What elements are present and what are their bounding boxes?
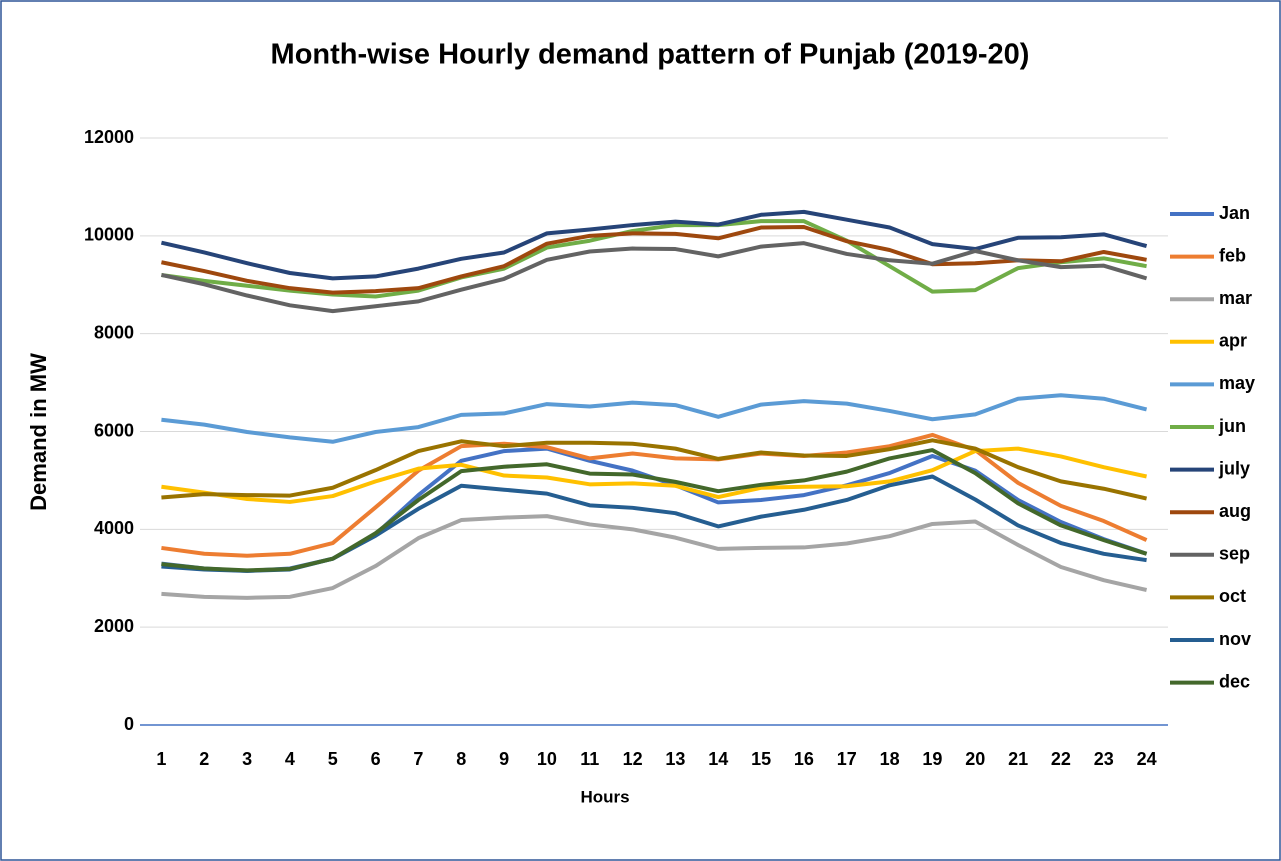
legend-label: aug	[1219, 501, 1251, 521]
x-tick-label: 24	[1137, 749, 1157, 769]
x-axis-title: Hours	[580, 787, 629, 806]
series-line	[161, 438, 1148, 501]
legend-label: feb	[1219, 245, 1246, 265]
x-tick-label: 12	[623, 749, 643, 769]
legend-label: oct	[1219, 586, 1246, 606]
y-tick-label: 0	[124, 714, 134, 734]
series-line	[160, 241, 1148, 314]
x-tick-label: 23	[1094, 749, 1114, 769]
x-tick-label: 1	[156, 749, 166, 769]
chart-title: Month-wise Hourly demand pattern of Punj…	[271, 39, 1030, 71]
series-line	[161, 514, 1148, 600]
y-tick-label: 4000	[94, 518, 134, 538]
x-tick-label: 9	[499, 749, 509, 769]
x-tick-label: 19	[922, 749, 942, 769]
legend-label: Jan	[1219, 203, 1250, 223]
legend-label: dec	[1219, 671, 1250, 691]
y-tick-label: 8000	[94, 322, 134, 342]
x-tick-label: 16	[794, 749, 814, 769]
y-tick-label: 10000	[84, 225, 134, 245]
legend-label: july	[1218, 458, 1250, 478]
series-line	[161, 393, 1148, 444]
series-line	[161, 432, 1148, 558]
y-tick-label: 12000	[84, 127, 134, 147]
y-tick-label: 2000	[94, 616, 134, 636]
legend-label: may	[1219, 373, 1255, 393]
x-tick-label: 6	[371, 749, 381, 769]
x-tick-label: 8	[456, 749, 466, 769]
x-tick-label: 4	[285, 749, 295, 769]
x-tick-label: 17	[837, 749, 857, 769]
x-tick-label: 15	[751, 749, 771, 769]
x-tick-label: 21	[1008, 749, 1028, 769]
series-line	[160, 209, 1148, 281]
series-line	[161, 225, 1147, 295]
x-tick-label: 5	[328, 749, 338, 769]
x-tick-label: 13	[665, 749, 685, 769]
series-line	[161, 448, 1148, 573]
x-tick-label: 18	[880, 749, 900, 769]
y-axis-title: Demand in MW	[26, 353, 51, 511]
legend-label: jun	[1218, 416, 1246, 436]
legend-label: sep	[1219, 544, 1250, 564]
x-tick-label: 20	[965, 749, 985, 769]
legend-label: mar	[1219, 288, 1252, 308]
x-tick-label: 7	[413, 749, 423, 769]
legend-label: nov	[1219, 629, 1251, 649]
x-tick-label: 2	[199, 749, 209, 769]
x-tick-label: 11	[580, 749, 599, 769]
series-line	[161, 219, 1147, 299]
x-tick-label: 3	[242, 749, 252, 769]
legend-label: apr	[1219, 331, 1247, 351]
x-tick-label: 22	[1051, 749, 1071, 769]
x-tick-label: 10	[537, 749, 557, 769]
y-tick-label: 6000	[94, 420, 134, 440]
x-tick-label: 14	[708, 749, 728, 769]
